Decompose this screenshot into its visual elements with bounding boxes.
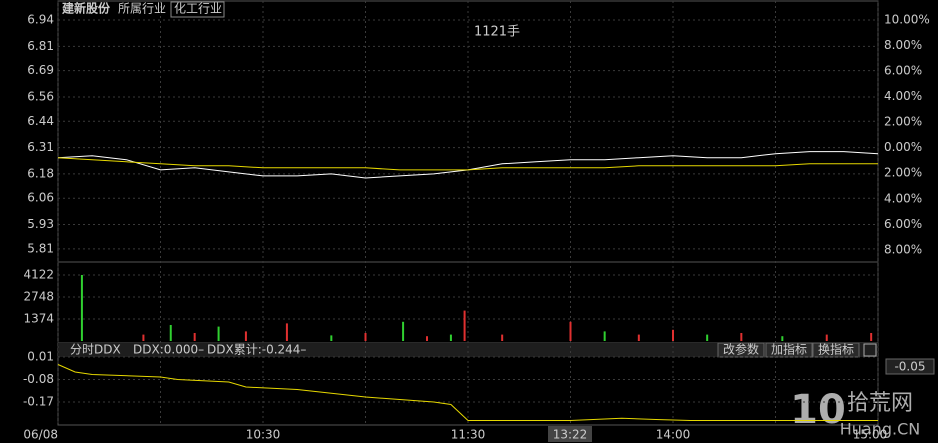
volume-bar [402, 321, 405, 341]
volume-bar [501, 334, 504, 341]
volume-bar [637, 334, 640, 341]
y2-tick-label: 4.00% [884, 191, 922, 205]
x-tick-label: 11:30 [451, 428, 486, 442]
y-tick-label: 5.81 [27, 241, 54, 255]
stock-name: 建新股份 [61, 1, 111, 16]
y2-tick-label: 2.00% [884, 166, 922, 180]
y2-tick-label: 6.00% [884, 64, 922, 78]
y-tick-label: 6.69 [27, 63, 54, 77]
y-tick-label: 6.06 [27, 191, 54, 205]
volume-bar [244, 331, 247, 341]
volume-bar [603, 331, 606, 341]
industry-box [170, 1, 225, 18]
indicator-title: 分时DDX [70, 343, 121, 357]
volume-bar [142, 334, 145, 341]
volume-bar [193, 332, 196, 341]
y2-tick-label: 8.00% [884, 38, 922, 52]
volume-bar [569, 321, 572, 341]
button[interactable] [812, 342, 860, 358]
y-tick-label: 0.01 [27, 350, 54, 364]
y2-tick-label: 4.00% [884, 89, 922, 103]
indicator-value: DDX:0.000– [133, 343, 204, 357]
volume-bar [217, 326, 220, 341]
y-tick-label: 6.18 [27, 166, 54, 180]
y-tick-label: 5.93 [27, 217, 54, 231]
y2-tick-label: 8.00% [884, 242, 922, 256]
close-button[interactable] [863, 343, 877, 357]
indicator-value: DDX累计:-0.244– [207, 343, 306, 357]
cursor-time: 13:22 [553, 428, 588, 442]
volume-bar [870, 332, 873, 341]
button[interactable] [717, 342, 765, 358]
industry-name: 化工行业 [174, 2, 222, 16]
x-tick-label: 15:00 [853, 428, 888, 442]
volume-bar [825, 334, 828, 341]
y-tick-label: 6.81 [27, 39, 54, 53]
industry-label: 所属行业 [118, 2, 166, 16]
button-label[interactable]: 换指标 [818, 342, 854, 357]
watermark-logo: 10 [790, 387, 846, 433]
button-label[interactable]: 加指标 [771, 342, 807, 357]
value-box [885, 358, 935, 375]
y-tick-label: 6.44 [27, 114, 54, 128]
x-tick-label: 06/08 [23, 428, 58, 442]
volume-bar [285, 323, 288, 341]
y-tick-label: -0.17 [23, 395, 54, 409]
y-tick-label: -0.08 [23, 372, 54, 386]
y-tick-label: 6.31 [27, 140, 54, 154]
button-label[interactable]: 改参数 [723, 342, 759, 357]
indicator-marker: -0.05 [894, 360, 925, 374]
y-tick-label: 2748 [23, 290, 54, 304]
series-line [57, 364, 878, 421]
volume-annotation: 1121手 [474, 25, 520, 40]
y2-tick-label: 10.00% [884, 13, 930, 27]
y-tick-label: 6.56 [27, 89, 54, 103]
x-tick-label: 10:30 [246, 428, 281, 442]
y-tick-label: 1374 [23, 312, 54, 326]
volume-bar [426, 336, 428, 341]
y2-tick-label: 2.00% [884, 115, 922, 129]
y2-tick-label: 6.00% [884, 217, 922, 231]
volume-bar [330, 335, 333, 341]
y2-tick-label: 0.00% [884, 140, 922, 154]
volume-bar [169, 324, 172, 341]
watermark-name: 拾荒网 [847, 391, 913, 416]
volume-bar [449, 334, 452, 341]
volume-bar [706, 334, 709, 341]
watermark-site: Huang.CN [840, 420, 921, 439]
x-tick-label: 14:00 [656, 428, 691, 442]
volume-bar [781, 336, 784, 341]
series-line [57, 157, 878, 171]
y-tick-label: 6.94 [27, 13, 54, 27]
cursor-box [548, 426, 592, 442]
volume-bar [740, 332, 743, 341]
volume-bar [80, 275, 83, 341]
volume-bar [364, 332, 367, 341]
y-tick-label: 4122 [23, 268, 54, 282]
volume-bar [463, 310, 466, 341]
volume-bar [672, 329, 674, 341]
